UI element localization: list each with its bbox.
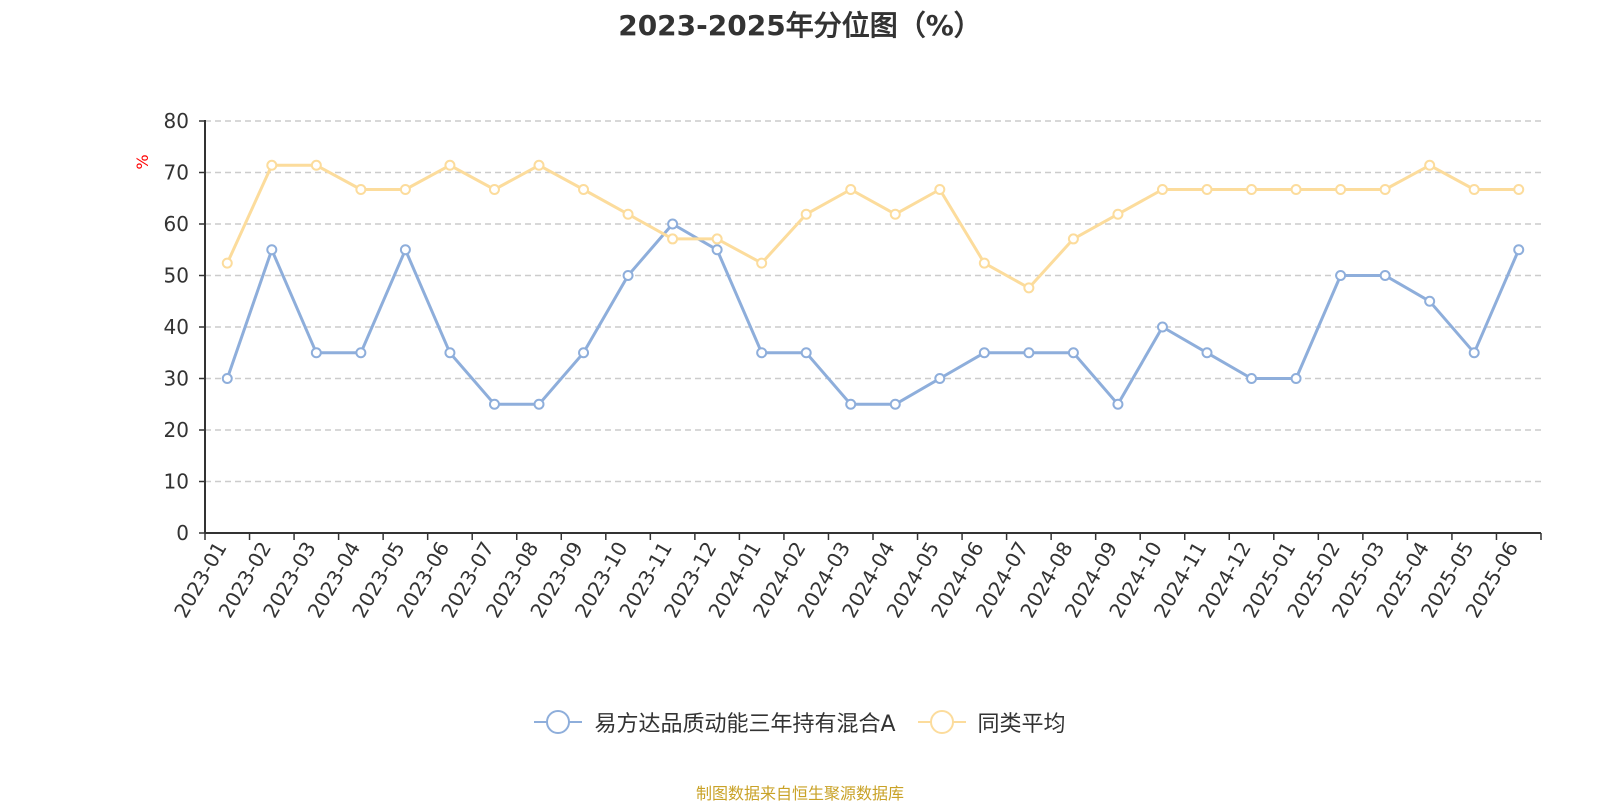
legend-line-circle-icon [534,708,583,736]
data-point [978,347,990,359]
y-tick-label: 70 [164,161,189,185]
legend-label-category-average: 同类平均 [977,712,1066,737]
data-point [1023,282,1035,294]
chart-title: 2023-2025年分位图（%） [618,9,982,42]
x-tick-labels: 2023-012023-022023-032023-042023-052023-… [169,537,1523,621]
data-point [1201,183,1213,195]
legend-item-fund[interactable]: 易方达品质动能三年持有混合A [534,706,896,738]
data-point [1156,183,1168,195]
data-point [578,183,590,195]
data-point [1290,373,1302,384]
series-group [221,159,1525,410]
data-point [1379,270,1391,281]
y-tick-label: 20 [164,418,189,442]
data-point [756,257,768,269]
data-point [399,183,411,195]
y-tick-label: 0 [176,521,189,545]
data-point [444,159,456,171]
data-point [1156,321,1168,333]
data-point [756,347,768,359]
legend-line-circle-icon [917,708,966,736]
data-point [444,347,456,359]
legend[interactable]: 易方达品质动能三年持有混合A 同类平均 [0,706,1600,738]
data-point [667,218,679,230]
data-point [934,373,946,384]
data-point [889,398,901,410]
data-point [1335,270,1347,281]
data-point [934,183,946,195]
data-point [221,373,233,384]
y-tick-labels: 0 10 20 30 40 50 60 70 80 [164,109,189,545]
data-point [622,270,634,281]
axes [199,120,1542,540]
data-point [266,244,278,256]
data-point [1424,159,1436,171]
data-point [1246,183,1258,195]
data-point [355,183,367,195]
data-source-note: 制图数据来自恒生聚源数据库 [695,784,904,803]
data-point [1290,183,1302,195]
data-point [800,208,812,220]
data-point [1112,398,1124,410]
data-point [533,398,545,410]
y-tick-label: 40 [164,315,189,339]
data-point [266,159,278,171]
data-point [1067,347,1079,359]
data-point [711,233,723,245]
data-point [578,347,590,359]
data-point [1468,183,1480,195]
data-point [845,183,857,195]
data-point [1379,183,1391,195]
data-point [1513,244,1525,256]
legend-label-fund: 易方达品质动能三年持有混合A [594,712,896,737]
data-point [800,347,812,359]
y-tick-label: 60 [164,212,189,236]
data-point [1201,347,1213,359]
data-point [1112,208,1124,220]
y-tick-label: 50 [164,264,189,288]
data-point [310,347,322,359]
data-point [533,159,545,171]
data-point [310,159,322,171]
data-point [1424,295,1436,307]
data-point [845,398,857,410]
y-axis-unit: % [133,154,152,169]
data-point [1246,373,1258,384]
data-point [399,244,411,256]
data-point [978,257,990,269]
y-tick-label: 10 [164,470,189,494]
data-point [889,208,901,220]
data-point [221,257,233,269]
data-point [1067,233,1079,245]
series-line [225,163,1519,290]
data-point [1335,183,1347,195]
grid-lines [205,120,1541,483]
data-point [488,183,500,195]
data-point [1513,183,1525,195]
legend-item-category-average[interactable]: 同类平均 [917,706,1066,738]
data-point [1468,347,1480,359]
data-point [1023,347,1035,359]
data-point [488,398,500,410]
data-point [711,244,723,256]
data-point [667,233,679,245]
series-line [225,222,1521,406]
y-tick-label: 80 [164,109,189,133]
data-point [355,347,367,359]
data-point [622,208,634,220]
y-tick-label: 30 [164,367,189,391]
